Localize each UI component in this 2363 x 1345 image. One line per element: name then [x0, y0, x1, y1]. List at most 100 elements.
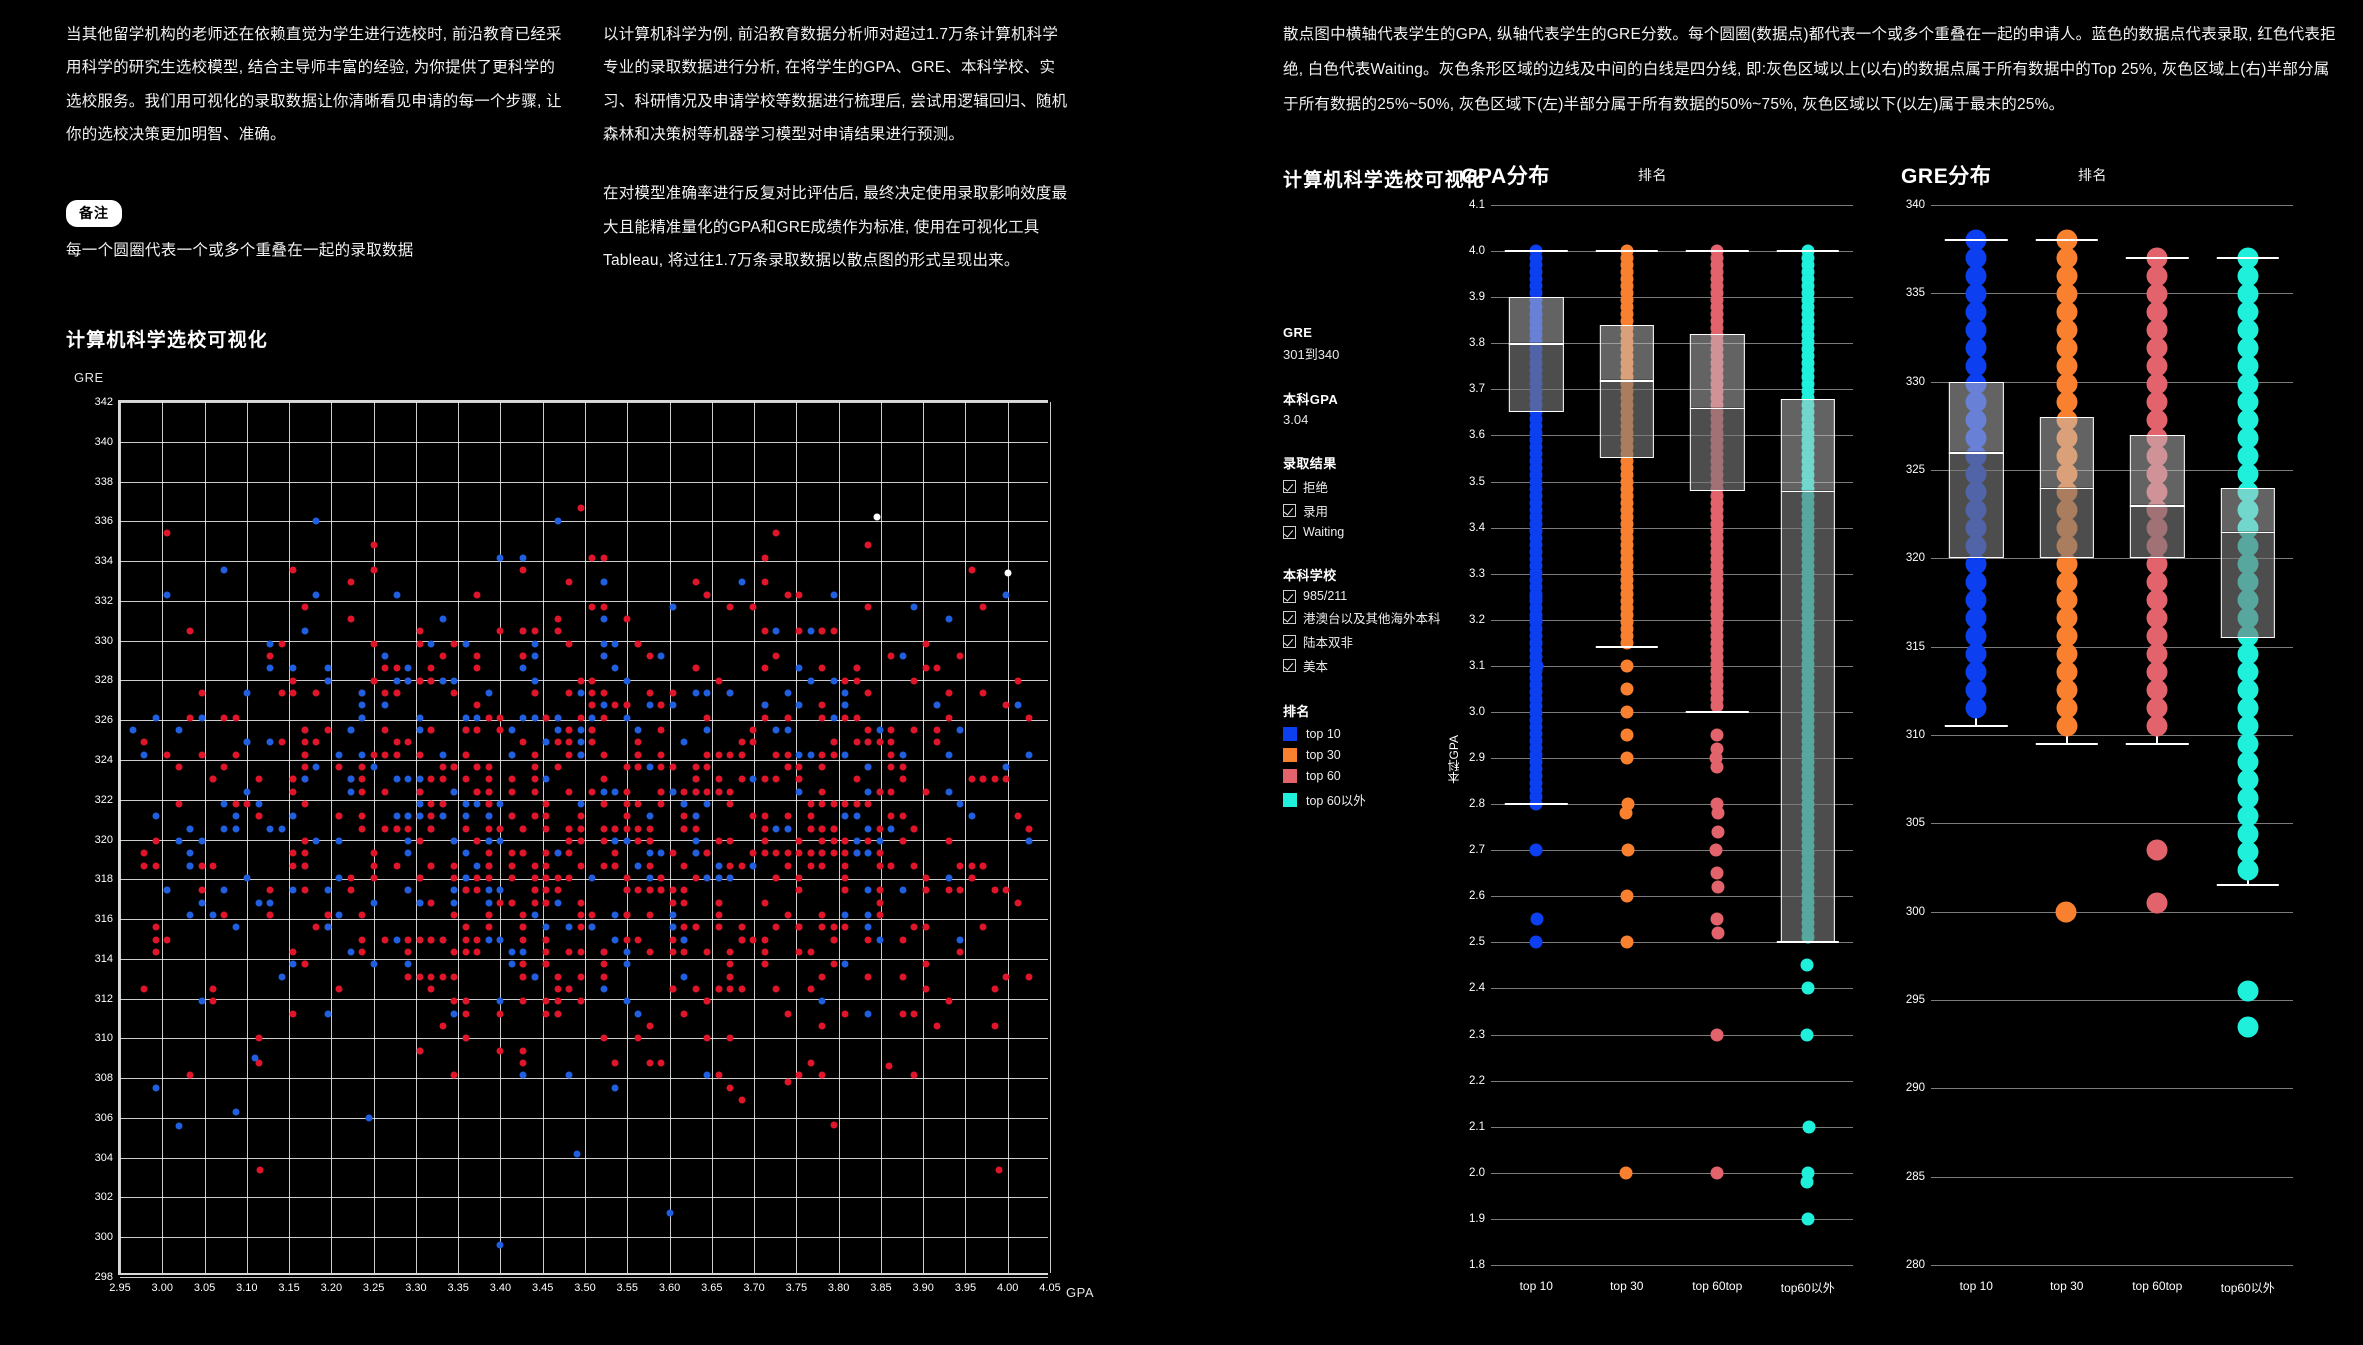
- distribution-point[interactable]: [2056, 607, 2078, 629]
- distribution-point[interactable]: [2237, 679, 2259, 701]
- scatter-point[interactable]: [554, 886, 562, 894]
- scatter-point[interactable]: [577, 997, 585, 1005]
- scatter-point[interactable]: [807, 1059, 815, 1067]
- scatter-point[interactable]: [749, 775, 757, 783]
- scatter-point[interactable]: [841, 886, 849, 894]
- scatter-point[interactable]: [830, 1121, 838, 1129]
- scatter-point[interactable]: [370, 899, 378, 907]
- scatter-point[interactable]: [232, 825, 240, 833]
- scatter-point[interactable]: [692, 775, 700, 783]
- scatter-point[interactable]: [841, 837, 849, 845]
- outlier-point[interactable]: [1800, 1028, 1814, 1042]
- scatter-point[interactable]: [289, 886, 297, 894]
- scatter-point[interactable]: [416, 714, 424, 722]
- scatter-point[interactable]: [611, 936, 619, 944]
- scatter-point[interactable]: [956, 862, 964, 870]
- scatter-point[interactable]: [301, 886, 309, 894]
- distribution-point[interactable]: [2237, 643, 2259, 665]
- scatter-point[interactable]: [220, 714, 228, 722]
- scatter-point[interactable]: [830, 751, 838, 759]
- distribution-point[interactable]: [2237, 841, 2259, 863]
- scatter-point[interactable]: [922, 985, 930, 993]
- scatter-point[interactable]: [956, 948, 964, 956]
- scatter-point[interactable]: [140, 985, 148, 993]
- scatter-point[interactable]: [370, 640, 378, 648]
- scatter-point[interactable]: [450, 788, 458, 796]
- scatter-point[interactable]: [232, 812, 240, 820]
- scatter-point[interactable]: [818, 997, 826, 1005]
- scatter-point[interactable]: [703, 714, 711, 722]
- scatter-point[interactable]: [485, 800, 493, 808]
- scatter-point[interactable]: [416, 837, 424, 845]
- scatter-point[interactable]: [243, 788, 251, 796]
- outlier-point[interactable]: [1529, 935, 1543, 949]
- scatter-point[interactable]: [841, 800, 849, 808]
- scatter-point[interactable]: [473, 874, 481, 882]
- scatter-point[interactable]: [738, 923, 746, 931]
- scatter-point[interactable]: [715, 911, 723, 919]
- scatter-point[interactable]: [738, 862, 746, 870]
- scatter-point[interactable]: [542, 899, 550, 907]
- scatter-point[interactable]: [393, 936, 401, 944]
- scatter-point[interactable]: [519, 849, 527, 857]
- scatter-point[interactable]: [853, 738, 861, 746]
- scatter-point[interactable]: [577, 738, 585, 746]
- scatter-point[interactable]: [887, 652, 895, 660]
- scatter-point[interactable]: [933, 664, 941, 672]
- scatter-point[interactable]: [899, 751, 907, 759]
- outlier-point[interactable]: [1800, 958, 1814, 972]
- scatter-point[interactable]: [335, 911, 343, 919]
- scatter-point[interactable]: [715, 775, 723, 783]
- scatter-point[interactable]: [485, 911, 493, 919]
- scatter-point[interactable]: [692, 923, 700, 931]
- scatter-point[interactable]: [841, 701, 849, 709]
- scatter-point[interactable]: [588, 689, 596, 697]
- scatter-point[interactable]: [841, 923, 849, 931]
- scatter-point[interactable]: [266, 664, 274, 672]
- scatter-point[interactable]: [956, 936, 964, 944]
- scatter-point[interactable]: [703, 763, 711, 771]
- scatter-point[interactable]: [623, 615, 631, 623]
- scatter-point[interactable]: [623, 800, 631, 808]
- distribution-point[interactable]: [2237, 661, 2259, 683]
- scatter-point[interactable]: [1025, 751, 1033, 759]
- scatter-point[interactable]: [876, 862, 884, 870]
- scatter-point[interactable]: [450, 689, 458, 697]
- scatter-point[interactable]: [726, 1034, 734, 1042]
- scatter-point[interactable]: [611, 640, 619, 648]
- scatter-point[interactable]: [864, 689, 872, 697]
- distribution-point[interactable]: [2146, 283, 2168, 305]
- scatter-point[interactable]: [784, 1010, 792, 1018]
- scatter-point[interactable]: [830, 923, 838, 931]
- scatter-point[interactable]: [634, 763, 642, 771]
- scatter-point[interactable]: [439, 615, 447, 623]
- scatter-point[interactable]: [209, 862, 217, 870]
- scatter-point[interactable]: [841, 751, 849, 759]
- scatter-point[interactable]: [703, 800, 711, 808]
- scatter-point[interactable]: [152, 862, 159, 870]
- distribution-point[interactable]: [1965, 643, 1987, 665]
- scatter-point[interactable]: [899, 886, 907, 894]
- checkbox-checked-icon[interactable]: [1283, 635, 1296, 648]
- scatter-point[interactable]: [358, 936, 366, 944]
- scatter-point[interactable]: [807, 677, 815, 685]
- scatter-point[interactable]: [830, 800, 838, 808]
- scatter-point[interactable]: [899, 763, 907, 771]
- scatter-point[interactable]: [393, 591, 401, 598]
- scatter-point[interactable]: [198, 886, 205, 894]
- scatter-point[interactable]: [462, 775, 470, 783]
- outlier-point[interactable]: [1620, 705, 1634, 719]
- scatter-point[interactable]: [600, 714, 608, 722]
- scatter-point[interactable]: [324, 886, 332, 894]
- scatter-point[interactable]: [427, 899, 435, 907]
- distribution-point[interactable]: [2237, 427, 2259, 449]
- scatter-point[interactable]: [542, 825, 550, 833]
- scatter-point[interactable]: [462, 726, 470, 734]
- scatter-point[interactable]: [887, 862, 895, 870]
- scatter-point[interactable]: [255, 800, 263, 808]
- distribution-point[interactable]: [2056, 553, 2078, 575]
- scatter-point[interactable]: [968, 874, 976, 882]
- scatter-point[interactable]: [508, 726, 516, 734]
- scatter-point[interactable]: [1002, 886, 1010, 894]
- scatter-point[interactable]: [324, 677, 332, 685]
